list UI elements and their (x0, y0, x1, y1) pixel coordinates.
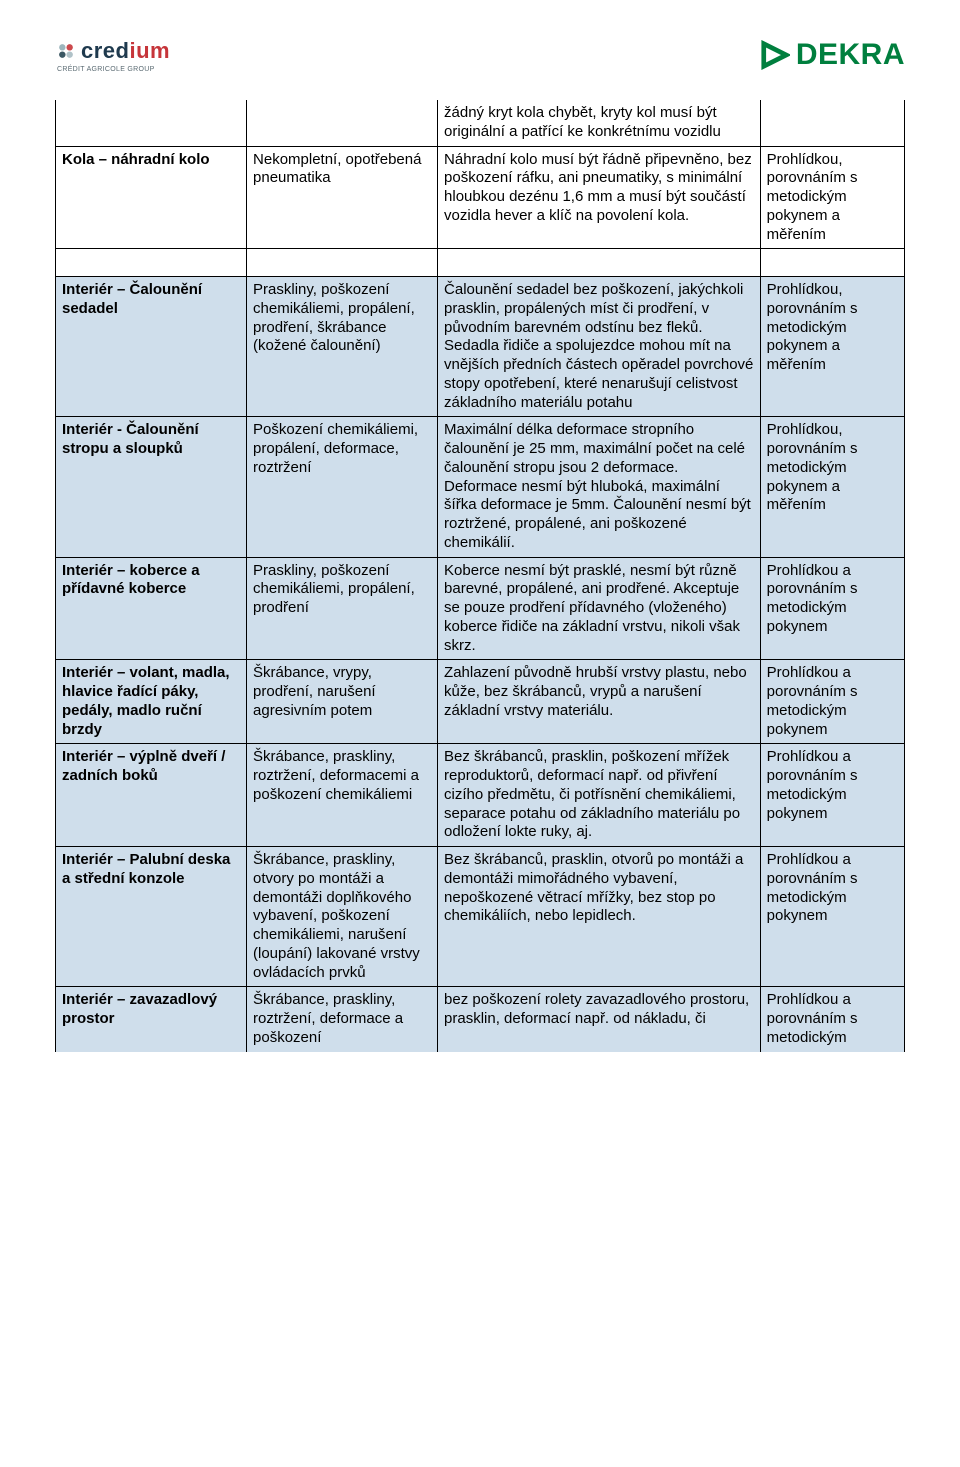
cell: Škrábance, praskliny, roztržení, deforma… (247, 987, 438, 1052)
cell: Interiér – volant, madla, hlavice řadící… (56, 660, 247, 744)
cell (56, 249, 247, 277)
cell: Prohlídkou a porovnáním s metodickým pok… (760, 660, 904, 744)
cell: žádný kryt kola chybět, kryty kol musí b… (438, 100, 761, 146)
dekra-logo: DEKRA (760, 38, 905, 72)
cell (247, 249, 438, 277)
cell (247, 100, 438, 146)
cell: Čalounění sedadel bez poškození, jakýchk… (438, 277, 761, 417)
row-calouneni-stropu: Interiér - Čalounění stropu a sloupků Po… (56, 417, 905, 557)
cell: Interiér – zavazadlový prostor (56, 987, 247, 1052)
cell: Náhradní kolo musí být řádně připevněno,… (438, 146, 761, 249)
credium-logo-main: credium (55, 38, 170, 64)
cell: Praskliny, poškození chemikáliemi, propá… (247, 277, 438, 417)
header: credium CRÉDIT AGRICOLE GROUP DEKRA (55, 20, 905, 90)
credium-text-red: ium (129, 38, 170, 63)
cell: Škrábance, praskliny, roztržení, deforma… (247, 744, 438, 847)
cell: Interiér – výplně dveří / zadních boků (56, 744, 247, 847)
page: credium CRÉDIT AGRICOLE GROUP DEKRA žádn… (0, 0, 960, 1072)
cell: Škrábance, praskliny, otvory po montáži … (247, 847, 438, 987)
cell: Maximální délka deformace stropního čalo… (438, 417, 761, 557)
cell: Kola – náhradní kolo (56, 146, 247, 249)
credium-logo: credium CRÉDIT AGRICOLE GROUP (55, 38, 170, 73)
credium-text-dark: cred (81, 38, 129, 63)
cell: Prohlídkou, porovnáním s metodickým poky… (760, 417, 904, 557)
cell: Nekompletní, opotřebená pneumatika (247, 146, 438, 249)
cell: Bez škrábanců, prasklin, otvorů po montá… (438, 847, 761, 987)
cell: Prohlídkou, porovnáním s metodickým poky… (760, 277, 904, 417)
row-vyplne-dveri: Interiér – výplně dveří / zadních boků Š… (56, 744, 905, 847)
row-kola-nahradni: Kola – náhradní kolo Nekompletní, opotře… (56, 146, 905, 249)
cell: Koberce nesmí být prasklé, nesmí být růz… (438, 557, 761, 660)
dekra-triangle-icon (760, 40, 790, 70)
cell: Praskliny, poškození chemikáliemi, propá… (247, 557, 438, 660)
cell: Prohlídkou a porovnáním s metodickým pok… (760, 744, 904, 847)
credium-icon (55, 40, 77, 62)
cell: Zahlazení původně hrubší vrstvy plastu, … (438, 660, 761, 744)
row-koberce: Interiér – koberce a přídavné koberce Pr… (56, 557, 905, 660)
dekra-text: DEKRA (796, 38, 905, 72)
cell (760, 249, 904, 277)
row-palubni-deska: Interiér – Palubní deska a střední konzo… (56, 847, 905, 987)
cell: Bez škrábanců, prasklin, poškození mříže… (438, 744, 761, 847)
cell: bez poškození rolety zavazadlového prost… (438, 987, 761, 1052)
cell (438, 249, 761, 277)
row-calouneni-sedadel: Interiér – Čalounění sedadel Praskliny, … (56, 277, 905, 417)
cell: Interiér – Palubní deska a střední konzo… (56, 847, 247, 987)
cell: Prohlídkou a porovnáním s metodickým (760, 987, 904, 1052)
row-volant-madla: Interiér – volant, madla, hlavice řadící… (56, 660, 905, 744)
row-zavazadlovy-prostor: Interiér – zavazadlový prostor Škrábance… (56, 987, 905, 1052)
credium-subtitle: CRÉDIT AGRICOLE GROUP (57, 66, 155, 73)
cell (760, 100, 904, 146)
row-pre: žádný kryt kola chybět, kryty kol musí b… (56, 100, 905, 146)
credium-text: credium (81, 38, 170, 64)
cell: Poškození chemikáliemi, propálení, defor… (247, 417, 438, 557)
row-divider (56, 249, 905, 277)
cell: Interiér – Čalounění sedadel (56, 277, 247, 417)
cell: Interiér - Čalounění stropu a sloupků (56, 417, 247, 557)
cell: Prohlídkou a porovnáním s metodickým pok… (760, 847, 904, 987)
cell: Prohlídkou, porovnáním s metodickým poky… (760, 146, 904, 249)
spec-table: žádný kryt kola chybět, kryty kol musí b… (55, 100, 905, 1052)
cell: Interiér – koberce a přídavné koberce (56, 557, 247, 660)
cell (56, 100, 247, 146)
cell: Prohlídkou a porovnáním s metodickým pok… (760, 557, 904, 660)
cell: Škrábance, vrypy, prodření, narušení agr… (247, 660, 438, 744)
